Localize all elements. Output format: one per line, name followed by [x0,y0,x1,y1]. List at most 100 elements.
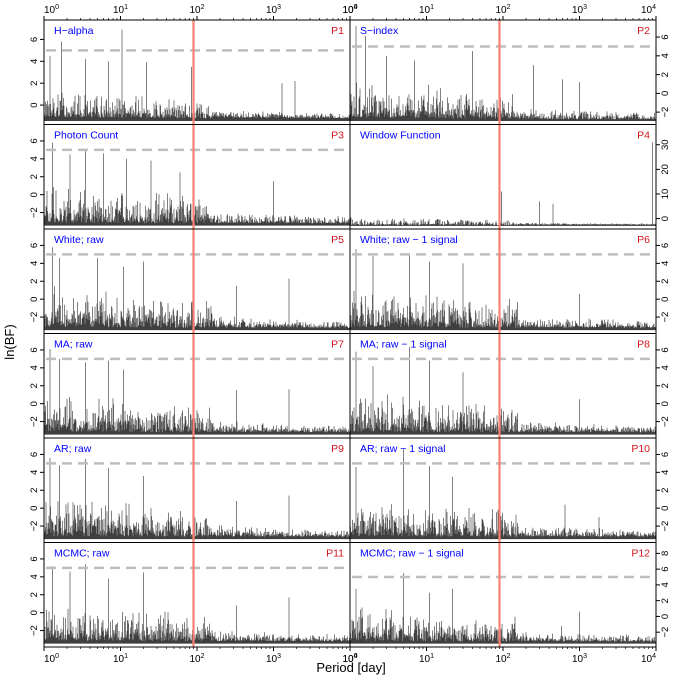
y-tick-label: 0 [660,297,671,302]
panel-id: P10 [631,443,650,455]
x-tick-label: 103 [572,4,587,16]
panel-label: White; raw − 1 signal [360,234,458,246]
y-tick-label: −2 [660,521,671,532]
x-tick-label: 102 [189,4,204,16]
x-tick-label: 101 [419,4,434,16]
y-tick-label: 6 [660,347,671,352]
panel-id: P8 [637,339,650,351]
panel-id: P4 [637,130,650,142]
x-tick-label: 104 [342,653,357,665]
y-tick-label: −2 [29,521,40,532]
x-tick-label: 101 [113,653,128,665]
x-tick-label: 102 [495,653,510,665]
x-tick-label: 101 [419,653,434,665]
y-tick-label: 2 [29,174,40,179]
y-tick-label: 4 [660,470,671,475]
panel-p10: AR; raw − 1 signal P10 −2 0 2 4 6 [349,437,671,543]
y-tick-label: 2 [29,81,40,86]
y-tick-label: 6 [29,37,40,42]
y-tick-label: 8 [660,551,671,556]
x-tick-label: 100 [342,653,357,665]
y-tick-label: 0 [660,506,671,511]
x-tick-label: 103 [572,653,587,665]
series-line [350,249,656,331]
panel-p5: White; raw P5 −2 0 2 4 6 [29,228,351,334]
panel-id: P1 [331,25,344,37]
panel-p4: Window Function P4 0 10 20 30 [349,124,671,230]
panel-label: Window Function [360,130,441,142]
panel-p1: H−alpha P1 0 2 4 6 100 101 102 103 104 [29,4,358,125]
panel-p8: MA; raw − 1 signal P8 −2 0 2 4 6 [349,333,671,439]
x-tick-label: 104 [641,653,656,665]
y-tick-label: 6 [660,34,671,39]
y-tick-label: 0 [660,216,671,221]
y-tick-label: 2 [660,488,671,493]
y-tick-label: 0 [660,401,671,406]
series-line [44,243,350,331]
panel-label: H−alpha [54,25,94,37]
y-tick-label: 2 [660,72,671,77]
y-tick-label: 6 [660,243,671,248]
x-axis-title: Period [day] [316,660,385,675]
y-tick-label: 4 [660,53,671,58]
y-tick-label: 6 [29,556,40,561]
y-tick-label: 0 [29,297,40,302]
y-tick-label: 6 [29,243,40,248]
x-tick-label: 102 [189,653,204,665]
panel-label: S−index [360,25,399,37]
y-tick-label: 30 [660,139,671,150]
panel-label: MA; raw [54,339,93,351]
x-tick-label: 104 [342,4,357,16]
y-tick-label: 2 [29,592,40,597]
y-tick-label: 0 [29,102,40,107]
y-tick-label: −2 [29,416,40,427]
panel-label: White; raw [54,234,104,246]
panel-id: P2 [637,25,650,37]
panel-label: AR; raw − 1 signal [360,443,446,455]
y-tick-label: −2 [660,627,671,638]
panel-label: Photon Count [54,130,118,142]
y-tick-label: 2 [29,279,40,284]
y-tick-label: 2 [660,383,671,388]
y-tick-label: 4 [660,365,671,370]
panel-id: P11 [326,548,344,560]
y-tick-label: 20 [660,164,671,175]
y-tick-label: 6 [660,452,671,457]
y-tick-label: 0 [29,401,40,406]
x-tick-label: 100 [44,653,59,665]
series-line [44,348,350,435]
y-tick-label: 10 [660,189,671,200]
panel-id: P3 [331,130,344,142]
panel-label: MA; raw − 1 signal [360,339,447,351]
y-tick-label: −2 [29,207,40,218]
y-tick-label: 4 [29,59,40,64]
x-tick-label: 102 [495,4,510,16]
y-tick-label: 2 [29,383,40,388]
panel-p9: AR; raw P9 −2 0 2 4 6 [29,437,351,543]
y-tick-label: −2 [660,416,671,427]
x-tick-label: 104 [641,4,656,16]
series-line [44,29,350,121]
panel-p6: White; raw − 1 signal P6 −2 0 2 4 6 [349,228,671,334]
y-tick-label: 6 [660,566,671,571]
y-tick-label: 0 [660,91,671,96]
panel-p11: MCMC; raw P11 −2 0 2 4 6 100 101 102 103 104 [29,542,358,665]
panel-label: AR; raw [54,443,92,455]
y-tick-label: 4 [660,261,671,266]
y-tick-label: 4 [29,156,40,161]
y-axis-title: ln(BF) [2,324,17,359]
series-line [350,25,656,121]
y-tick-label: −2 [660,312,671,323]
panel-id: P7 [331,339,344,351]
series-line [350,449,656,540]
y-tick-label: 6 [29,347,40,352]
y-tick-label: 0 [29,192,40,197]
y-tick-label: 0 [660,614,671,619]
y-tick-label: 0 [29,610,40,615]
x-tick-label: 100 [44,4,59,16]
series-line [350,573,656,644]
y-tick-label: 2 [660,279,671,284]
x-tick-label: 103 [266,4,281,16]
